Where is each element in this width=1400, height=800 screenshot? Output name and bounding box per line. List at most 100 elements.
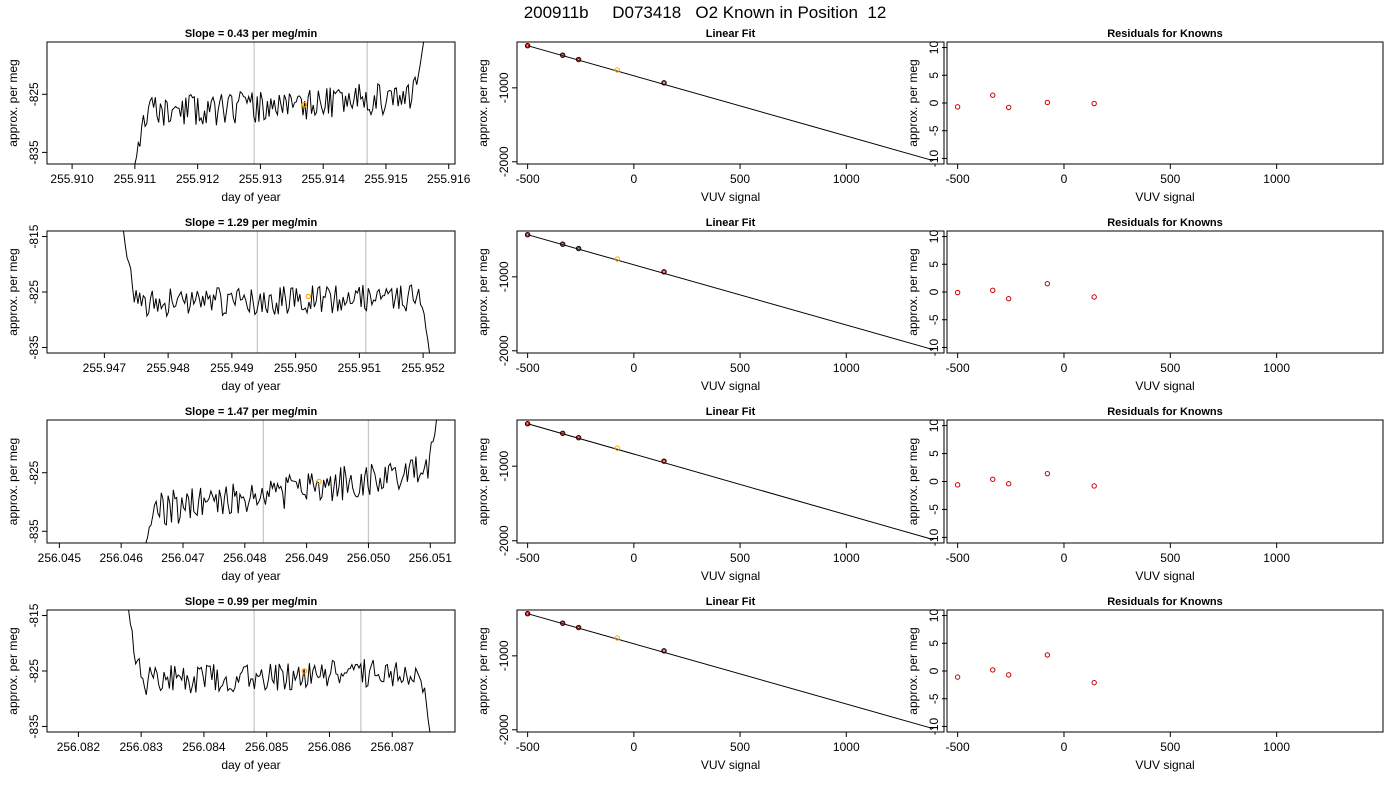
plot-area bbox=[123, 231, 430, 353]
data-point-core bbox=[561, 53, 565, 57]
y-tick-label: -5 bbox=[927, 693, 941, 704]
residual-point bbox=[954, 482, 961, 488]
marker-point bbox=[316, 478, 322, 485]
x-axis-label: day of year bbox=[221, 190, 280, 204]
x-tick-label: 0 bbox=[630, 740, 637, 754]
panel-4-3: Residuals for Knowns -500 0 500 1000 -10 -5 0 5 1… bbox=[906, 596, 1384, 772]
data-point-core bbox=[526, 44, 530, 48]
data-point-core bbox=[526, 612, 530, 616]
fit-line bbox=[527, 423, 934, 541]
y-tick-label: -10 bbox=[927, 717, 941, 735]
x-tick-label: 500 bbox=[1160, 361, 1180, 375]
data-point-core bbox=[577, 246, 581, 251]
residual-point bbox=[1091, 294, 1097, 300]
data-point-core bbox=[561, 242, 565, 246]
x-tick-label: 256.049 bbox=[285, 551, 329, 565]
x-tick-label: 500 bbox=[1160, 551, 1180, 565]
x-tick-label: 500 bbox=[730, 551, 750, 565]
x-tick-label: -500 bbox=[516, 551, 540, 565]
x-tick-label: -500 bbox=[516, 740, 540, 754]
panel-title: Slope = 1.47 per meg/min bbox=[185, 406, 318, 418]
plot-frame bbox=[46, 609, 456, 733]
x-tick-label: 0 bbox=[1061, 551, 1068, 565]
residual-point bbox=[1091, 100, 1097, 107]
x-tick-label: 1000 bbox=[1263, 172, 1290, 186]
residual-point bbox=[990, 287, 996, 294]
y-tick-label: -835 bbox=[27, 140, 41, 164]
plot-frame bbox=[946, 609, 1384, 733]
y-axis-label: approx. per meg bbox=[6, 248, 20, 335]
residual-point bbox=[1005, 481, 1012, 487]
y-tick-label: -2000 bbox=[497, 335, 511, 366]
x-tick-label: 500 bbox=[730, 172, 750, 186]
y-tick-label: -10 bbox=[927, 528, 941, 546]
data-point bbox=[575, 434, 582, 441]
data-point bbox=[614, 635, 620, 641]
data-point bbox=[524, 421, 531, 427]
plot-area bbox=[954, 652, 1097, 686]
x-tick-label: -500 bbox=[946, 172, 970, 186]
panel-1-1: Slope = 0.43 per meg/min 255.910 255.911 25… bbox=[6, 28, 471, 204]
residual-point bbox=[1005, 104, 1012, 111]
residual-point bbox=[1005, 672, 1012, 678]
x-tick-label: 256.047 bbox=[161, 551, 205, 565]
series-line bbox=[123, 231, 430, 353]
y-tick-label: -2000 bbox=[497, 714, 511, 745]
data-point bbox=[614, 445, 620, 451]
x-axis-label: VUV signal bbox=[1135, 758, 1194, 772]
data-point-core bbox=[526, 233, 530, 237]
y-tick-label: -835 bbox=[27, 714, 41, 738]
series-line bbox=[134, 42, 425, 164]
plot-area bbox=[524, 610, 934, 730]
y-tick-label: 10 bbox=[927, 41, 941, 55]
y-tick-label: 5 bbox=[927, 261, 941, 268]
x-tick-label: 1000 bbox=[1263, 551, 1290, 565]
x-tick-label: 0 bbox=[1061, 740, 1068, 754]
plot-frame bbox=[46, 419, 456, 544]
y-tick-label: 10 bbox=[927, 609, 941, 623]
x-tick-label: 0 bbox=[1061, 172, 1068, 186]
residual-point bbox=[954, 104, 961, 110]
x-axis-label: VUV signal bbox=[701, 569, 760, 583]
fit-line bbox=[527, 613, 934, 730]
y-tick-label: -2000 bbox=[497, 146, 511, 177]
x-axis-label: day of year bbox=[221, 569, 280, 583]
figure-title: 200911b D073418 O2 Known in Position 12 bbox=[524, 3, 887, 22]
x-tick-label: -500 bbox=[516, 172, 540, 186]
x-tick-label: 256.051 bbox=[409, 551, 453, 565]
plot-area bbox=[954, 470, 1097, 489]
x-axis-label: day of year bbox=[221, 379, 280, 393]
residual-point bbox=[954, 674, 961, 680]
y-tick-label: 5 bbox=[927, 450, 941, 457]
y-tick-label: -825 bbox=[27, 82, 41, 106]
panel-4-1: Slope = 0.99 per meg/min 256.082 256.083 25… bbox=[6, 596, 456, 772]
x-tick-label: 255.950 bbox=[274, 361, 318, 375]
residual-point bbox=[1044, 470, 1051, 477]
marker-point bbox=[301, 101, 308, 108]
y-axis-label: approx. per meg bbox=[476, 59, 490, 146]
panel-3-3: Residuals for Knowns -500 0 500 1000 -10 -5 0 5 1… bbox=[906, 406, 1384, 583]
x-tick-label: 500 bbox=[1160, 172, 1180, 186]
x-tick-label: 255.952 bbox=[401, 361, 445, 375]
y-tick-label: -2000 bbox=[497, 525, 511, 556]
y-tick-label: 0 bbox=[927, 478, 941, 485]
x-tick-label: 255.948 bbox=[146, 361, 190, 375]
data-point bbox=[661, 458, 667, 464]
plot-area bbox=[954, 280, 1097, 302]
y-axis-label: approx. per meg bbox=[6, 438, 20, 525]
data-point-core bbox=[662, 81, 666, 85]
data-point-core bbox=[526, 422, 530, 426]
panel-title: Linear Fit bbox=[706, 406, 756, 418]
x-tick-label: 256.085 bbox=[245, 740, 289, 754]
data-point bbox=[559, 430, 566, 436]
x-tick-label: 256.086 bbox=[308, 740, 352, 754]
plot-frame bbox=[946, 41, 1384, 165]
panel-title: Residuals for Knowns bbox=[1107, 596, 1223, 608]
x-axis-label: VUV signal bbox=[1135, 569, 1194, 583]
data-point-core bbox=[577, 436, 581, 440]
series-line bbox=[145, 420, 437, 543]
panel-title: Residuals for Knowns bbox=[1107, 406, 1223, 418]
x-axis-label: VUV signal bbox=[1135, 379, 1194, 393]
y-tick-label: 5 bbox=[927, 640, 941, 647]
